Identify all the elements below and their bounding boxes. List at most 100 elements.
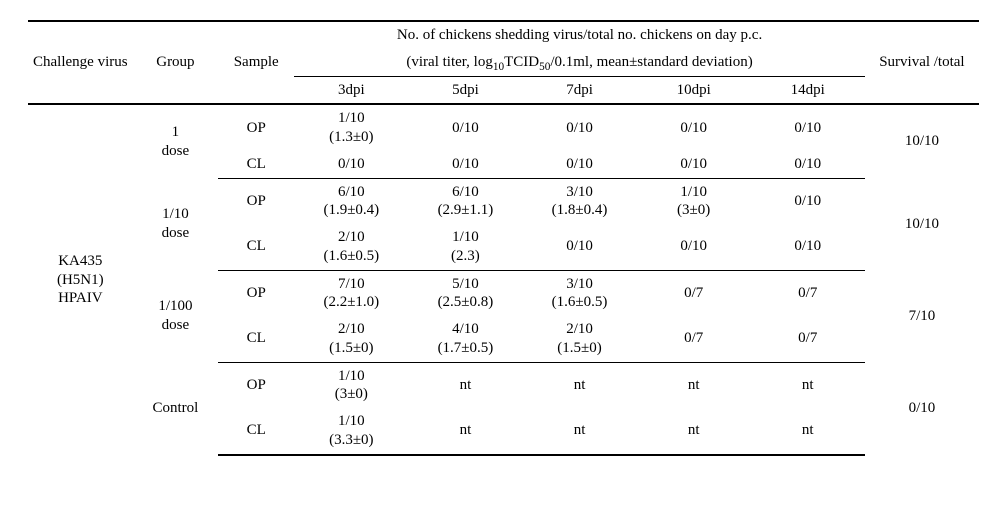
data-cell: nt [637,408,751,455]
data-cell: nt [637,362,751,408]
data-cell: 0/7 [637,270,751,316]
group3-l1: 1/100 [158,298,192,314]
data-cell: 0/7 [751,270,865,316]
data-cell: 1/10(3.3±0) [294,408,408,455]
val: 3/10 [552,275,608,294]
data-cell: 0/10 [408,104,522,151]
data-cell: 4/10(1.7±0.5) [408,316,522,362]
data-cell: nt [522,408,636,455]
header-span-line1: No. of chickens shedding virus/total no.… [294,21,865,49]
group4-l1: Control [152,400,198,416]
val: 1/10 [677,183,710,202]
sample-cell: CL [218,316,294,362]
data-cell: 6/10(1.9±0.4) [294,178,408,224]
col-10dpi: 10dpi [637,76,751,103]
data-cell: 0/10 [522,104,636,151]
virus-l1: KA435 [58,253,102,269]
header-group: Group [156,54,194,70]
val: (1.5±0) [329,339,373,358]
val: (1.3±0) [329,128,373,147]
val: 6/10 [438,183,494,202]
val: 1/10 [451,228,480,247]
val: (3.3±0) [329,431,373,450]
col-3dpi: 3dpi [294,76,408,103]
data-cell: 0/10 [751,178,865,224]
col-sample: Sample [218,21,294,103]
val: (3±0) [677,201,710,220]
virus-l2: (H5N1) [57,272,104,288]
header-challenge: Challenge virus [33,54,128,70]
data-cell: nt [408,408,522,455]
col-group: Group [133,21,219,103]
group-cell: 1 dose [133,104,219,178]
val: 7/10 [323,275,379,294]
hdr2-sub2: 50 [539,61,550,73]
survival-cell: 10/10 [865,178,979,270]
val: 1/10 [329,109,373,128]
data-cell: 1/10(2.3) [408,224,522,270]
data-cell: 0/10 [408,151,522,178]
val: (1.5±0) [557,339,601,358]
data-cell: 0/10 [637,104,751,151]
data-cell: 5/10(2.5±0.8) [408,270,522,316]
data-cell: 2/10(1.5±0) [294,316,408,362]
val: 6/10 [323,183,379,202]
header-sample: Sample [234,54,279,70]
data-cell: nt [408,362,522,408]
group2-l1: 1/10 [162,206,189,222]
val: (1.6±0.5) [323,247,379,266]
data-cell: 0/10 [637,151,751,178]
table-row: KA435 (H5N1) HPAIV 1 dose OP 1/10(1.3±0)… [28,104,979,151]
val: 2/10 [329,320,373,339]
group-cell: 1/100 dose [133,270,219,362]
data-cell: 0/10 [637,224,751,270]
val: (2.3) [451,247,480,266]
survival-cell: 0/10 [865,362,979,455]
hdr2-suffix: /0.1ml, mean±standard deviation) [550,54,752,70]
shedding-table: Challenge virus Group Sample No. of chic… [28,20,979,456]
group1-l2: dose [162,143,190,159]
col-5dpi: 5dpi [408,76,522,103]
val: 5/10 [438,275,494,294]
val: (2.9±1.1) [438,201,494,220]
group-cell: 1/10 dose [133,178,219,270]
sample-cell: CL [218,224,294,270]
data-cell: 0/10 [522,151,636,178]
data-cell: 0/7 [637,316,751,362]
data-cell: 3/10(1.6±0.5) [522,270,636,316]
val: (1.9±0.4) [323,201,379,220]
val: (2.2±1.0) [323,293,379,312]
table-row: Control OP 1/10(3±0) nt nt nt nt 0/10 [28,362,979,408]
data-cell: 3/10(1.8±0.4) [522,178,636,224]
table-row: 1/10 dose OP 6/10(1.9±0.4) 6/10(2.9±1.1)… [28,178,979,224]
val: 1/10 [335,367,368,386]
data-cell: nt [751,362,865,408]
col-survival: Survival /total [865,21,979,103]
data-cell: 7/10(2.2±1.0) [294,270,408,316]
sample-cell: OP [218,362,294,408]
virus-l3: HPAIV [58,290,102,306]
group-cell: Control [133,362,219,455]
hdr2-sub1: 10 [493,61,504,73]
data-cell: nt [751,408,865,455]
val: (3±0) [335,385,368,404]
val: 4/10 [438,320,494,339]
group2-l2: dose [162,225,190,241]
group3-l2: dose [162,317,190,333]
data-cell: 1/10(3±0) [294,362,408,408]
col-7dpi: 7dpi [522,76,636,103]
val: 2/10 [557,320,601,339]
val: (1.6±0.5) [552,293,608,312]
data-cell: 0/10 [751,104,865,151]
data-cell: 0/10 [294,151,408,178]
header-survival: Survival /total [879,54,964,70]
val: (1.7±0.5) [438,339,494,358]
hdr2-mid: TCID [504,54,539,70]
col-challenge-virus: Challenge virus [28,21,133,103]
sample-cell: OP [218,270,294,316]
group1-l1: 1 [172,124,180,140]
val: 2/10 [323,228,379,247]
data-cell: 6/10(2.9±1.1) [408,178,522,224]
sample-cell: CL [218,408,294,455]
val: (2.5±0.8) [438,293,494,312]
